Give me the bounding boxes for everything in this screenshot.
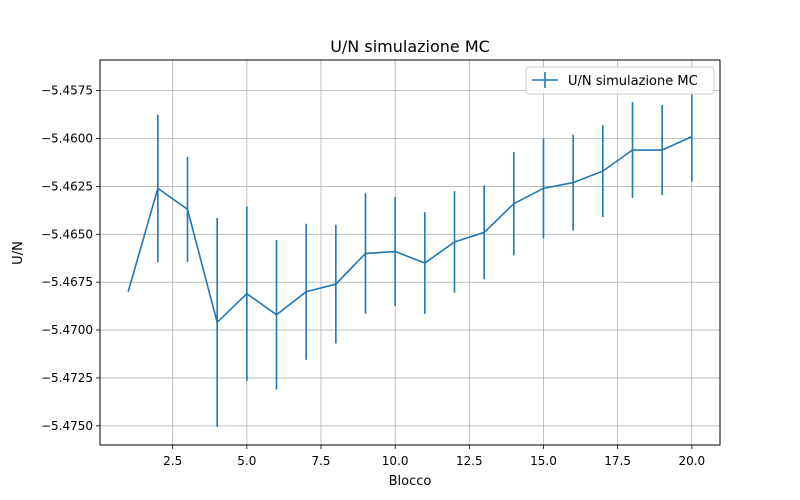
series-line — [127, 135, 693, 324]
x-tick-label: 12.5 — [456, 454, 483, 468]
y-tick-label: −5.4725 — [41, 371, 93, 385]
x-tick-label: 5.0 — [237, 454, 256, 468]
y-tick-label: −5.4625 — [41, 179, 93, 193]
y-tick-label: −5.4600 — [41, 132, 93, 146]
x-tick-label: 15.0 — [530, 454, 557, 468]
x-tick-label: 17.5 — [604, 454, 631, 468]
chart-title: U/N simulazione MC — [330, 37, 490, 56]
y-tick-label: −5.4700 — [41, 323, 93, 337]
legend: U/N simulazione MC — [525, 66, 715, 95]
legend-label: U/N simulazione MC — [568, 74, 698, 89]
y-tick-label: −5.4650 — [41, 227, 93, 241]
x-axis-label: Blocco — [389, 474, 432, 489]
x-tick-label: 20.0 — [678, 454, 705, 468]
x-tick-label: 2.5 — [163, 454, 182, 468]
y-tick-label: −5.4675 — [41, 275, 93, 289]
x-tick-label: 7.5 — [311, 454, 330, 468]
y-tick-label: −5.4575 — [41, 84, 93, 98]
y-axis-label: U/N — [11, 241, 26, 265]
y-tick-label: −5.4750 — [41, 419, 93, 433]
plot-frame — [99, 59, 721, 446]
legend-box — [525, 66, 715, 95]
grid — [100, 60, 720, 445]
axis-ticks: 2.5 5.0 7.5 10.0 12.5 15.0 17.5 20.0 −5.4575 −5.4… — [41, 84, 705, 468]
x-tick-label: 10.0 — [382, 454, 409, 468]
error-bars — [157, 91, 693, 427]
